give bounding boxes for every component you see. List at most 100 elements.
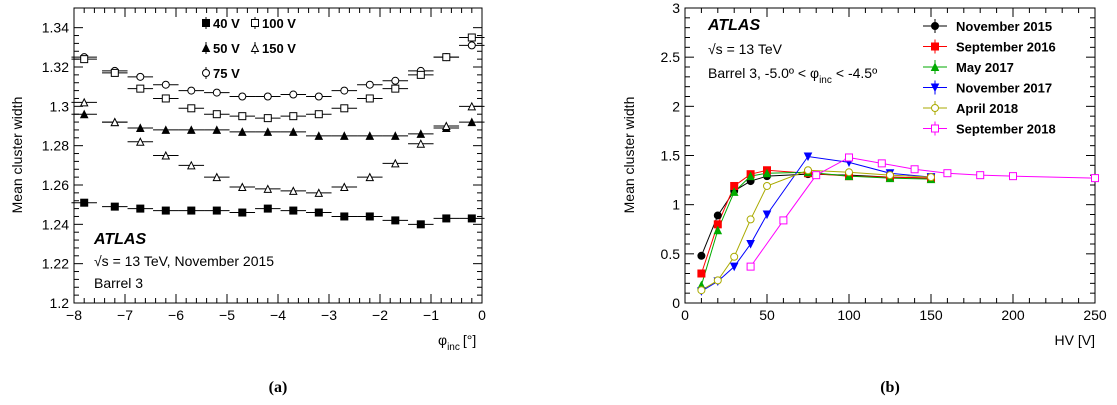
- panel-a-point-75v: [161, 80, 170, 89]
- panel-b-info-line-2-pre: Barrel 3, -5.0º < φ: [708, 65, 819, 81]
- panel-a: −8 −7 −6 −5 −4 −3 −2 −1 0 1.2 1.22 1.24 1.26 1.28 1.3 1…: [9, 7, 486, 396]
- panel-b: 0 50 100 150 200 250 0 0.5 1 1.5 2 2.5 3 November 20…: [621, 0, 1107, 396]
- panel-b-point-may-2017: [729, 187, 739, 196]
- panel-b-y-tick-label: 0.5: [661, 246, 681, 262]
- panel-b-info-line-2-post: < -4.5º: [836, 65, 877, 81]
- panel-b-legend-marker-september-2018: [931, 124, 939, 133]
- panel-b-point-september-2018: [1009, 172, 1017, 181]
- panel-a-ticks: −8 −7 −6 −5 −4 −3 −2 −1 0 1.2 1.22 1.24 1.26 1.28 1.3 1…: [42, 8, 486, 323]
- panel-b-point-april-2018: [804, 166, 812, 175]
- panel-a-point-75v: [289, 90, 298, 99]
- panel-a-point-75v: [263, 92, 272, 101]
- panel-a-point-50v: [339, 131, 349, 140]
- panel-a-point-150v: [288, 186, 298, 195]
- panel-a-point-50v: [161, 125, 171, 134]
- panel-a-point-100v: [212, 110, 221, 119]
- panel-a-point-40v: [110, 202, 119, 211]
- panel-b-point-april-2018: [697, 286, 706, 295]
- panel-a-point-150v: [390, 158, 400, 168]
- panel-b-legend-label-september-2016: September 2016: [956, 40, 1056, 55]
- panel-a-x-axis-title: φinc [°]: [438, 332, 476, 353]
- panel-b-legend-label-april-2018: April 2018: [956, 101, 1018, 116]
- panel-a-point-40v: [365, 212, 374, 221]
- panel-b-y-tick-label: 3: [672, 0, 680, 16]
- panel-a-point-150v: [186, 160, 196, 170]
- panel-a-x-tick-label: −2: [372, 307, 388, 323]
- panel-a-point-40v: [238, 208, 247, 217]
- panel-b-x-tick-label: 0: [681, 307, 689, 323]
- panel-a-point-50v: [365, 131, 375, 140]
- panel-b-y-tick-label: 2: [672, 98, 680, 114]
- panel-a-point-50v: [288, 127, 298, 136]
- panel-b-point-april-2018: [927, 173, 935, 182]
- panel-a-point-100v: [161, 94, 170, 103]
- panel-b-info-line-1: √s = 13 TeV: [708, 41, 783, 57]
- panel-a-point-75v: [187, 86, 196, 95]
- panel-a-point-150v: [237, 182, 247, 191]
- panel-a-x-tick-label: −4: [270, 307, 286, 323]
- panel-a-point-75v: [340, 86, 349, 95]
- panel-b-y-tick-label: 1.5: [661, 148, 681, 164]
- panel-b-point-november-2017: [746, 240, 755, 249]
- panel-b-y-tick-label: 2.5: [661, 49, 681, 65]
- panel-a-experiment-label: ATLAS: [93, 231, 146, 248]
- panel-a-y-tick-label: 1.28: [42, 138, 69, 154]
- panel-a-point-100v: [289, 112, 298, 121]
- panel-a-point-50v: [467, 117, 477, 127]
- panel-a-point-150v: [135, 137, 145, 146]
- panel-a-x-tick-label: −5: [219, 307, 235, 323]
- panel-b-point-september-2018: [943, 169, 952, 178]
- panel-a-y-tick-label: 1.2: [50, 295, 70, 311]
- panel-a-point-100v: [442, 53, 451, 62]
- panel-a-point-75v: [212, 88, 221, 97]
- panel-a-point-150v: [314, 188, 324, 197]
- panel-a-point-40v: [136, 204, 145, 213]
- panel-a-y-tick-label: 1.34: [42, 20, 69, 36]
- panel-a-x-tick-label: 0: [478, 307, 486, 323]
- panel-a-legend-marker-75v: [202, 69, 210, 77]
- panel-b-point-september-2018: [812, 171, 821, 180]
- panel-a-point-100v: [416, 70, 425, 79]
- panel-b-point-april-2018: [713, 276, 722, 285]
- panel-a-y-axis-title: Mean cluster width: [9, 97, 25, 214]
- panel-b-legend-label-november-2017: November 2017: [956, 81, 1052, 96]
- panel-b-point-september-2018: [910, 165, 919, 174]
- panel-b-point-september-2018: [877, 159, 886, 168]
- panel-b-point-april-2018: [845, 168, 853, 177]
- panel-a-point-100v: [391, 84, 400, 93]
- panel-b-legend-marker-april-2018: [931, 104, 939, 112]
- panel-a-point-150v: [339, 182, 349, 191]
- panel-a-point-40v: [187, 206, 196, 215]
- panel-a-point-150v: [212, 172, 222, 182]
- panel-a-point-40v: [391, 216, 400, 225]
- panel-b-point-september-2018: [976, 171, 985, 180]
- panel-a-legend-label-75v: 75 V: [213, 66, 240, 81]
- panel-b-marks: [697, 152, 1099, 296]
- panel-a-point-40v: [340, 212, 349, 221]
- panel-a-x-axis-title-main: φ: [438, 332, 447, 348]
- panel-a-point-40v: [212, 206, 221, 215]
- panel-a-info-line-2: Barrel 3: [94, 275, 143, 291]
- panel-a-y-tick-label: 1.24: [42, 216, 69, 232]
- panel-b-caption: (b): [880, 379, 900, 396]
- panel-b-legend-marker-november-2015: [931, 22, 939, 30]
- panel-a-marks: [71, 33, 485, 229]
- panel-a-y-tick-label: 1.32: [42, 59, 69, 75]
- panel-a-point-75v: [136, 72, 145, 81]
- panel-b-legend-marker-november-2017: [930, 83, 940, 93]
- panel-a-point-40v: [467, 214, 476, 223]
- panel-a-point-40v: [161, 206, 170, 215]
- panel-a-y-tick-label: 1.22: [42, 256, 69, 272]
- panel-a-point-100v: [136, 84, 145, 93]
- panel-b-legend-label-november-2015: November 2015: [956, 19, 1052, 34]
- panel-b-ticks: 0 50 100 150 200 250 0 0.5 1 1.5 2 2.5 3: [661, 0, 1107, 323]
- panel-b-legend-label-may-2017: May 2017: [956, 60, 1014, 75]
- panel-b-point-april-2018: [763, 181, 771, 190]
- panel-b-point-november-2015: [697, 251, 706, 260]
- panel-a-point-100v: [110, 68, 119, 77]
- panel-b-x-tick-label: 50: [759, 307, 775, 323]
- panel-a-point-75v: [467, 41, 476, 50]
- panel-a-point-100v: [238, 112, 247, 121]
- panel-a-legend-label-40v: 40 V: [213, 16, 240, 31]
- panel-b-point-may-2017: [713, 225, 723, 235]
